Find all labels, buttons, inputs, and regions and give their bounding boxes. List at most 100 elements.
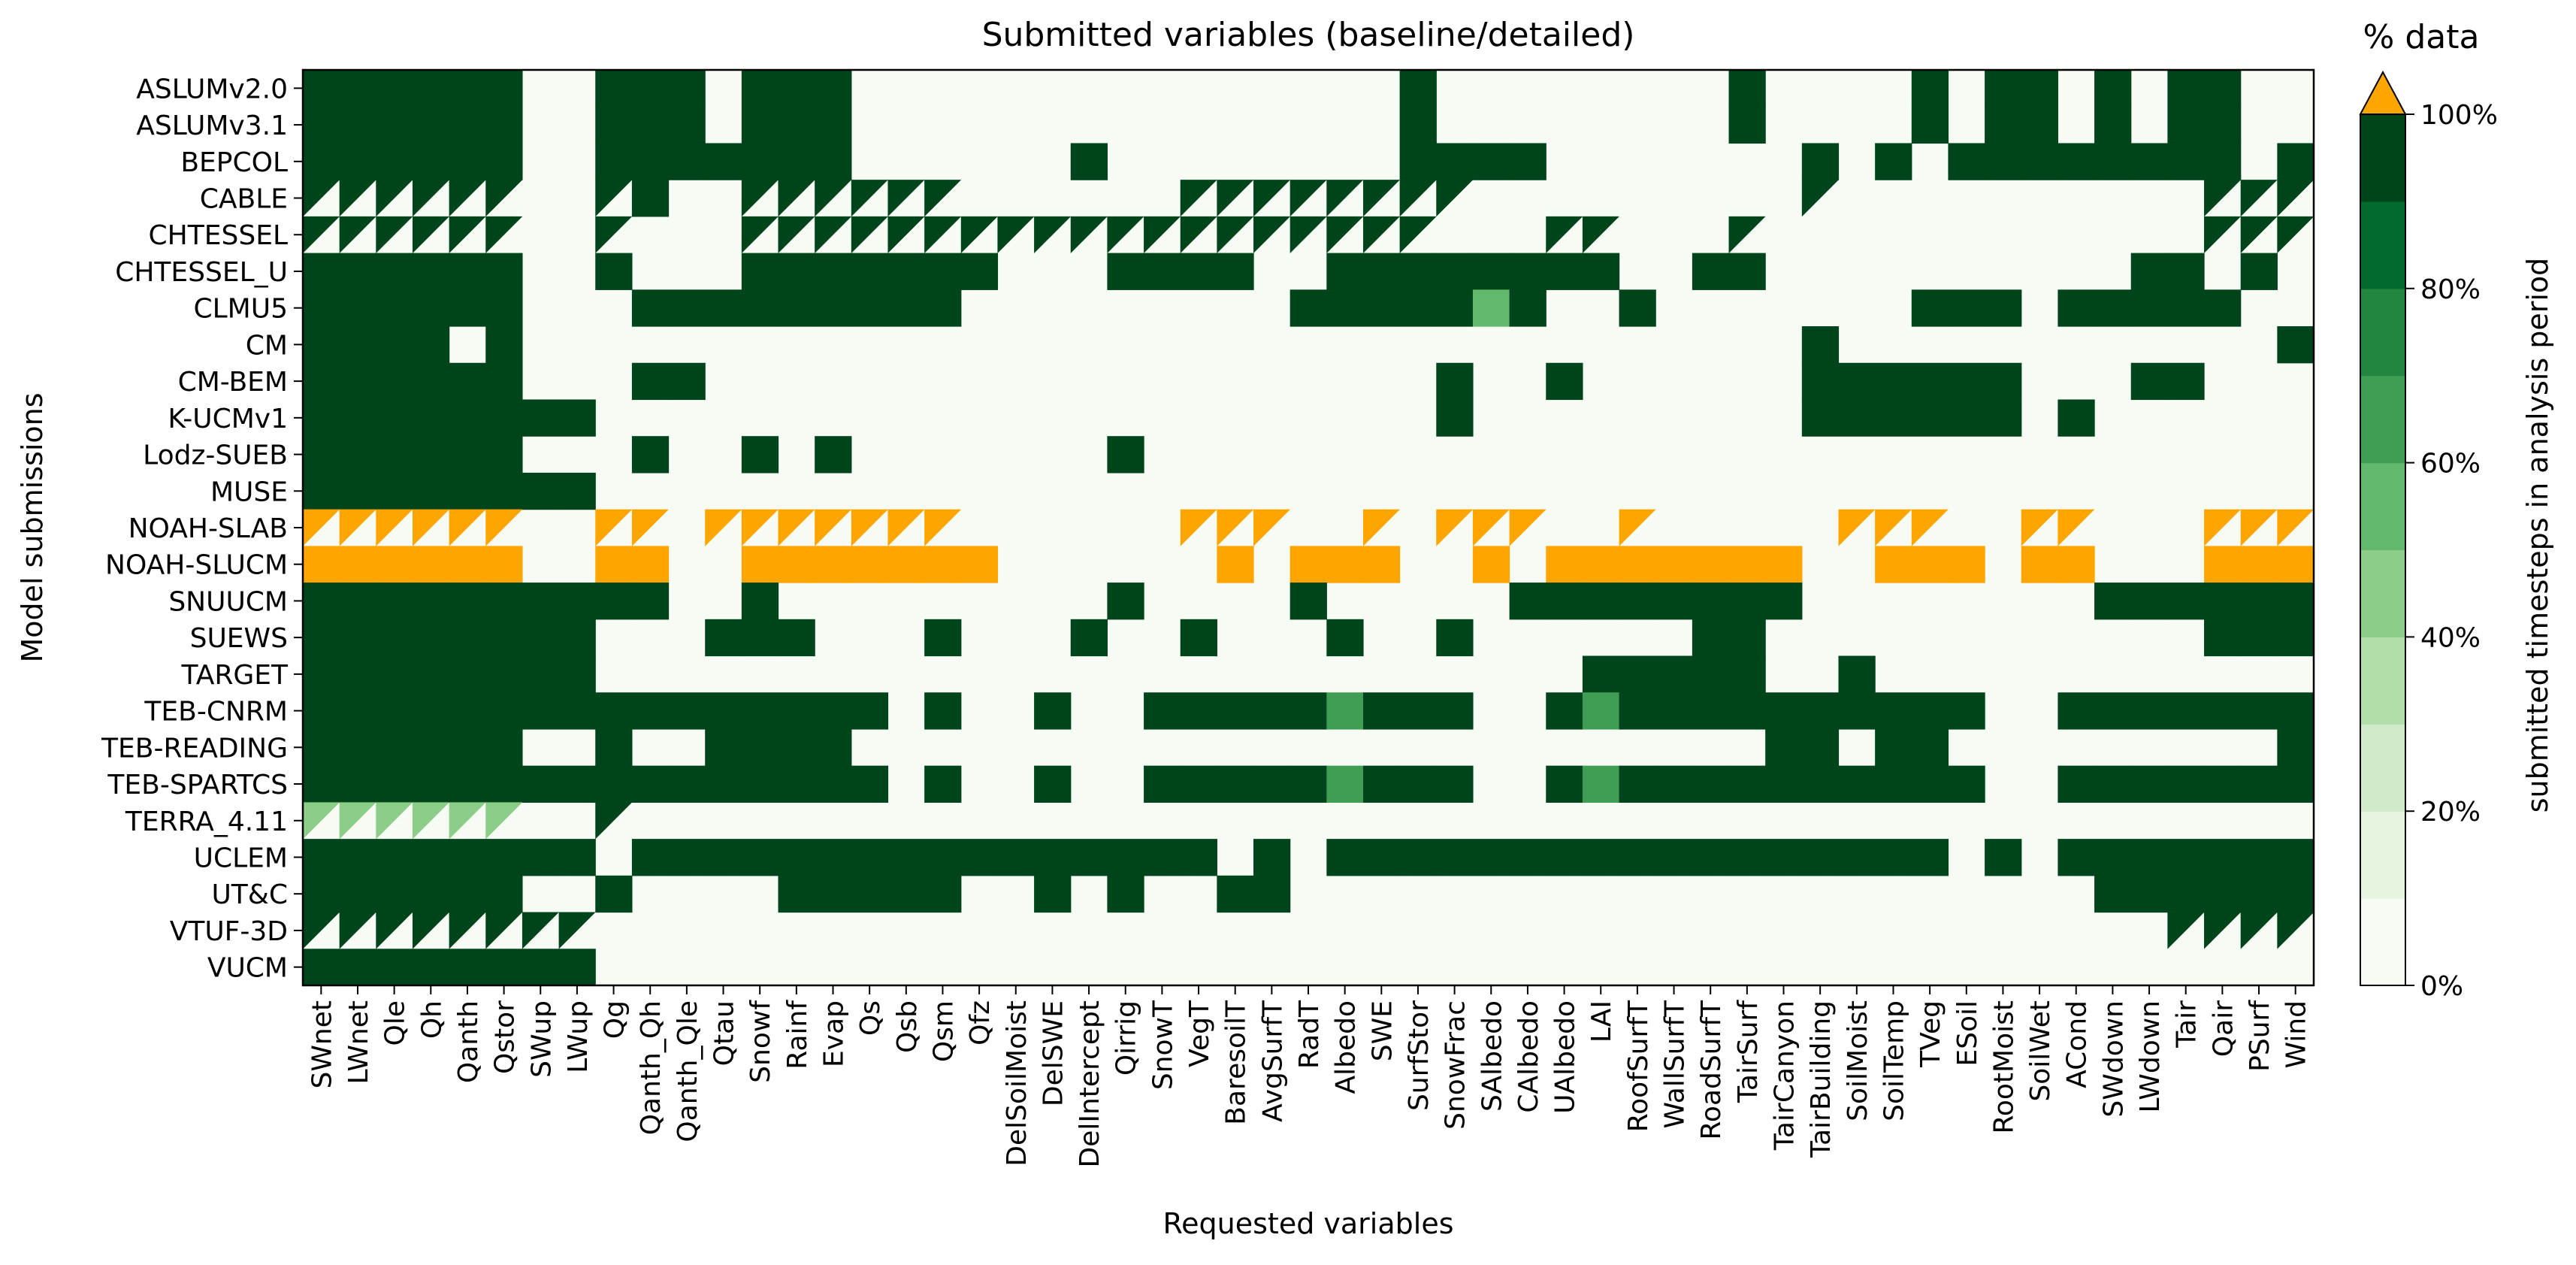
heatmap-cell xyxy=(1801,765,1840,803)
heatmap-cell xyxy=(376,839,413,876)
x-tick-label: TairCanyon xyxy=(1770,1000,1800,1151)
heatmap-cell xyxy=(1399,289,1437,327)
heatmap-cell xyxy=(1875,143,1912,180)
heatmap-cell xyxy=(485,362,523,401)
heatmap-cell xyxy=(2204,692,2242,730)
heatmap-cell xyxy=(339,362,376,401)
heatmap-cell xyxy=(412,839,450,876)
heatmap-cell xyxy=(339,765,376,803)
heatmap-cell xyxy=(2021,546,2059,583)
y-tick-label: CABLE xyxy=(200,184,288,215)
heatmap-cell xyxy=(1692,253,1730,290)
heatmap-cell-baseline xyxy=(339,802,376,840)
heatmap-cell xyxy=(705,839,742,876)
heatmap-cell xyxy=(778,546,815,583)
heatmap-cell xyxy=(1801,399,1840,437)
heatmap-cell xyxy=(1107,583,1144,620)
heatmap-cell xyxy=(1472,253,1510,290)
heatmap-cell xyxy=(815,875,852,913)
heatmap-cell-baseline xyxy=(1619,509,1656,546)
heatmap-cell xyxy=(997,839,1035,876)
heatmap-cell xyxy=(303,765,340,803)
heatmap-cell xyxy=(412,106,450,144)
heatmap-cell xyxy=(887,253,925,290)
heatmap-cell xyxy=(1728,70,1766,107)
heatmap-cell xyxy=(558,399,596,437)
heatmap-cell xyxy=(2277,143,2314,180)
heatmap-cell xyxy=(485,546,523,583)
heatmap-cell-baseline xyxy=(1253,180,1291,217)
x-tick-label: BaresoilT xyxy=(1221,1000,1252,1125)
heatmap-cell xyxy=(1217,692,1254,730)
heatmap-cell xyxy=(705,143,742,180)
heatmap-cell-baseline xyxy=(1290,216,1327,253)
heatmap-cell xyxy=(1765,583,1803,620)
heatmap-cell xyxy=(1838,765,1876,803)
heatmap-cell xyxy=(303,875,340,913)
heatmap-cell xyxy=(2240,546,2278,583)
heatmap-cell xyxy=(1362,839,1401,876)
heatmap-cell xyxy=(2204,765,2242,803)
heatmap-cell xyxy=(2057,289,2095,327)
heatmap-cell xyxy=(485,143,523,180)
heatmap-cell xyxy=(449,949,486,986)
heatmap-cell-baseline xyxy=(1472,509,1510,546)
heatmap-cell xyxy=(1144,765,1181,803)
heatmap-cell xyxy=(1436,765,1474,803)
y-tick-label: ASLUMv3.1 xyxy=(136,110,288,141)
heatmap-cell xyxy=(522,692,560,730)
heatmap-cell xyxy=(1875,692,1912,730)
heatmap-cell-baseline xyxy=(2277,216,2314,253)
heatmap-cell xyxy=(2057,399,2095,437)
heatmap-cell xyxy=(522,472,560,510)
heatmap-cell-baseline xyxy=(2240,509,2278,546)
heatmap-cell xyxy=(303,546,340,583)
heatmap-cell xyxy=(412,143,450,180)
x-tick-label: SoilWet xyxy=(2025,1000,2056,1102)
heatmap-cell xyxy=(558,839,596,876)
heatmap-cell xyxy=(485,399,523,437)
heatmap-cell xyxy=(485,619,523,657)
heatmap-cell xyxy=(339,839,376,876)
x-tick-label: RoofSurfT xyxy=(1623,1000,1654,1132)
heatmap-cell xyxy=(449,253,486,290)
heatmap-cell xyxy=(2240,583,2278,620)
heatmap-cell xyxy=(778,70,815,107)
heatmap-cell-baseline xyxy=(1509,509,1547,546)
heatmap-cell xyxy=(2130,143,2168,180)
y-tick-label: SNUUCM xyxy=(168,586,288,617)
heatmap-cell-baseline xyxy=(851,180,888,217)
heatmap-cell xyxy=(558,949,596,986)
heatmap-cell xyxy=(2277,583,2314,620)
heatmap-cell xyxy=(1948,362,1985,401)
heatmap-cell-baseline xyxy=(1253,216,1291,253)
heatmap-cell-baseline xyxy=(1144,216,1181,253)
heatmap-cell xyxy=(2130,875,2168,913)
heatmap-cell xyxy=(741,253,779,290)
heatmap-cell xyxy=(485,253,523,290)
heatmap-cell xyxy=(522,399,560,437)
heatmap-cell xyxy=(1582,655,1620,693)
heatmap-cell xyxy=(1326,839,1364,876)
heatmap-cell xyxy=(1692,765,1730,803)
heatmap-cell-baseline xyxy=(631,509,669,546)
heatmap-cell xyxy=(778,692,815,730)
heatmap-cell xyxy=(449,839,486,876)
heatmap-cell xyxy=(303,583,340,620)
heatmap-cells xyxy=(303,70,2314,986)
heatmap-cell xyxy=(741,289,779,327)
x-tick-label: SWup xyxy=(526,1000,557,1078)
heatmap-cell xyxy=(339,949,376,986)
heatmap-cell-baseline xyxy=(1838,509,1876,546)
heatmap-cell-baseline xyxy=(1034,216,1072,253)
heatmap-cell xyxy=(1655,655,1693,693)
heatmap-cell xyxy=(2167,765,2205,803)
heatmap-cell xyxy=(1034,875,1072,913)
heatmap-cell-baseline xyxy=(2240,216,2278,253)
heatmap-cell-baseline xyxy=(449,509,486,546)
heatmap-cell xyxy=(2167,253,2205,290)
y-tick-label: TEB-CNRM xyxy=(144,697,288,728)
heatmap-cell-baseline xyxy=(741,216,779,253)
heatmap-cell xyxy=(1034,839,1072,876)
heatmap-cell xyxy=(2167,692,2205,730)
